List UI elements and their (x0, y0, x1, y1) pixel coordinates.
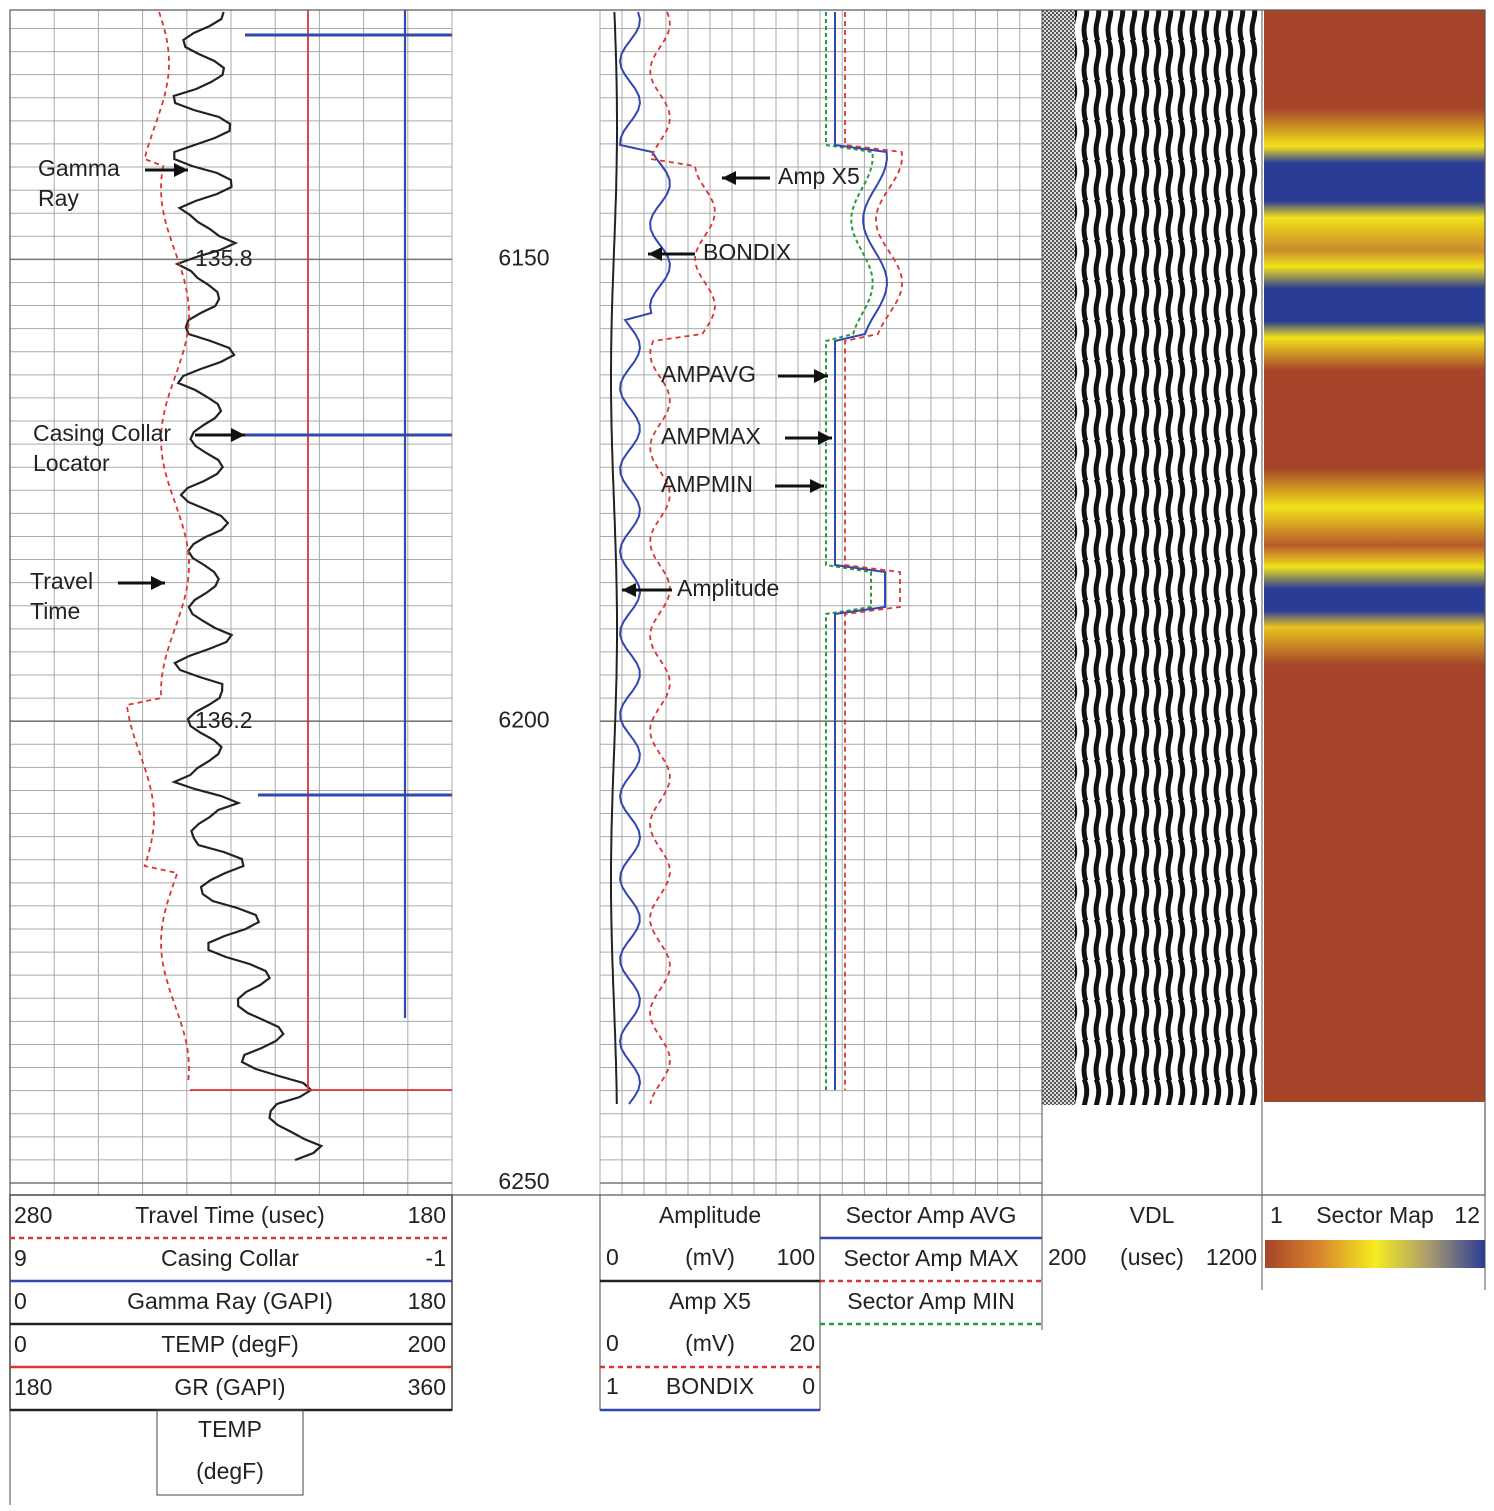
annotation: Amplitude (677, 575, 779, 601)
scale-right: 200 (408, 1331, 446, 1357)
scale-left: 1 (606, 1373, 619, 1399)
scale-right: -1 (426, 1245, 446, 1271)
sector-map-image (1264, 10, 1485, 1102)
annotation: Gamma (38, 155, 120, 181)
arrow-head (814, 369, 828, 383)
amp-x5-curve (649, 11, 716, 1105)
scale-left: 0 (606, 1330, 619, 1356)
arrow-head (818, 431, 832, 445)
scale-left: 280 (14, 1202, 52, 1228)
arrow-head (722, 171, 736, 185)
annotation: Casing Collar (33, 420, 171, 446)
scale-left: 0 (14, 1288, 27, 1314)
annotation: Time (30, 598, 80, 624)
curve-name: Casing Collar (161, 1245, 299, 1271)
annotation: Ray (38, 185, 79, 211)
sector-amp-avg-curve (834, 12, 888, 1090)
annotation: AMPMAX (661, 423, 761, 449)
annotation: Travel (30, 568, 93, 594)
scale-right: 100 (777, 1244, 815, 1270)
scale-right: 1200 (1206, 1244, 1257, 1270)
scale-left: 0 (606, 1244, 619, 1270)
sector-amp-max-curve (844, 12, 904, 1090)
unit: (mV) (685, 1244, 735, 1270)
vdl-bg (1042, 10, 1075, 1105)
scale-right: 360 (408, 1374, 446, 1400)
scale-right: 0 (802, 1373, 815, 1399)
annotation: 135.8 (195, 245, 253, 271)
arrow-head (174, 163, 188, 177)
bondix-curve (618, 11, 671, 1105)
sector-amp-min-curve (825, 12, 874, 1090)
arrow-head (648, 247, 662, 261)
temp-box-label: TEMP (198, 1416, 262, 1442)
temp-box-label: (degF) (196, 1458, 264, 1484)
unit: (usec) (1120, 1244, 1184, 1270)
annotation: Amp X5 (778, 163, 860, 189)
annotation: BONDIX (703, 239, 791, 265)
scale-right: 180 (408, 1202, 446, 1228)
scale-left: 9 (14, 1245, 27, 1271)
curve-name: VDL (1130, 1202, 1175, 1228)
scale-right: 20 (789, 1330, 815, 1356)
scale-left: 180 (14, 1374, 52, 1400)
amplitude-curve (610, 11, 618, 1105)
arrow-head (231, 428, 245, 442)
curve-name: Sector Amp MIN (847, 1288, 1014, 1314)
curve-name: GR (GAPI) (174, 1374, 285, 1400)
annotation: AMPMIN (661, 471, 753, 497)
curve-name: Travel Time (usec) (135, 1202, 325, 1228)
scale-left: 0 (14, 1331, 27, 1357)
arrow-head (622, 583, 636, 597)
arrow-head (810, 479, 824, 493)
curve-name: Sector Amp AVG (846, 1202, 1017, 1228)
curve-name: Amplitude (659, 1202, 761, 1228)
depth-label: 6150 (498, 244, 549, 270)
depth-label: 6200 (498, 706, 549, 732)
curve-name: Sector Map (1316, 1202, 1434, 1228)
vdl-image (1075, 10, 1262, 1105)
curve-name: BONDIX (666, 1373, 754, 1399)
curve-name: Amp X5 (669, 1288, 751, 1314)
scale-right: 12 (1454, 1202, 1480, 1228)
annotation: Locator (33, 450, 110, 476)
scale-right: 180 (408, 1288, 446, 1314)
annotation: 136.2 (195, 707, 253, 733)
temp-box (156, 1409, 304, 1496)
scale-left: 200 (1048, 1244, 1086, 1270)
annotation: AMPAVG (661, 361, 756, 387)
arrow-head (151, 576, 165, 590)
depth-label: 6250 (498, 1168, 549, 1194)
log-frame (9, 9, 1486, 1196)
curve-name: Gamma Ray (GAPI) (127, 1288, 333, 1314)
gamma-ray-curve (171, 11, 324, 1162)
curve-name: Sector Amp MAX (843, 1245, 1018, 1271)
curve-name: TEMP (degF) (161, 1331, 299, 1357)
unit: (mV) (685, 1330, 735, 1356)
color-bar (1265, 1240, 1485, 1268)
scale-left: 1 (1270, 1202, 1283, 1228)
